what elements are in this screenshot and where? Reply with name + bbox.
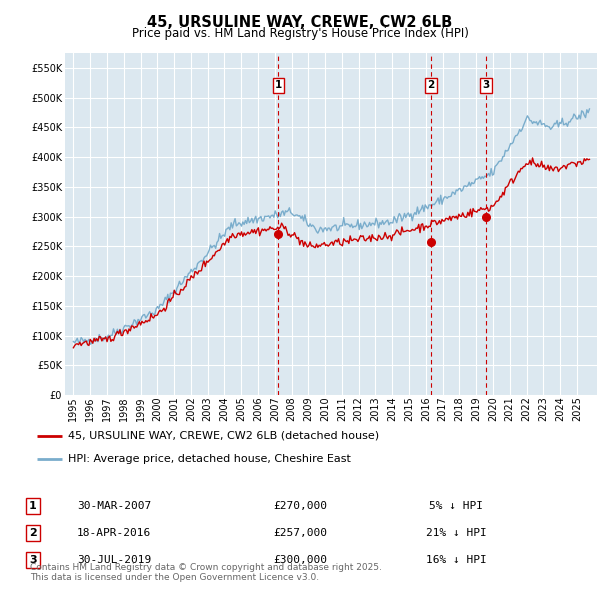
Text: 21% ↓ HPI: 21% ↓ HPI (425, 528, 487, 538)
Text: £270,000: £270,000 (273, 501, 327, 511)
Text: Contains HM Land Registry data © Crown copyright and database right 2025.
This d: Contains HM Land Registry data © Crown c… (30, 563, 382, 582)
Text: 1: 1 (29, 501, 37, 511)
Text: 2: 2 (427, 80, 434, 90)
Text: 2: 2 (29, 528, 37, 538)
Text: 30-JUL-2019: 30-JUL-2019 (77, 555, 151, 565)
Text: 1: 1 (275, 80, 282, 90)
Text: £257,000: £257,000 (273, 528, 327, 538)
Text: 45, URSULINE WAY, CREWE, CW2 6LB (detached house): 45, URSULINE WAY, CREWE, CW2 6LB (detach… (68, 431, 379, 441)
Text: Price paid vs. HM Land Registry's House Price Index (HPI): Price paid vs. HM Land Registry's House … (131, 27, 469, 40)
Text: 16% ↓ HPI: 16% ↓ HPI (425, 555, 487, 565)
Text: £300,000: £300,000 (273, 555, 327, 565)
Text: 5% ↓ HPI: 5% ↓ HPI (429, 501, 483, 511)
Text: 45, URSULINE WAY, CREWE, CW2 6LB: 45, URSULINE WAY, CREWE, CW2 6LB (148, 15, 452, 30)
Text: 30-MAR-2007: 30-MAR-2007 (77, 501, 151, 511)
Text: 18-APR-2016: 18-APR-2016 (77, 528, 151, 538)
Text: HPI: Average price, detached house, Cheshire East: HPI: Average price, detached house, Ches… (68, 454, 350, 464)
Text: 3: 3 (29, 555, 37, 565)
Text: 3: 3 (482, 80, 490, 90)
